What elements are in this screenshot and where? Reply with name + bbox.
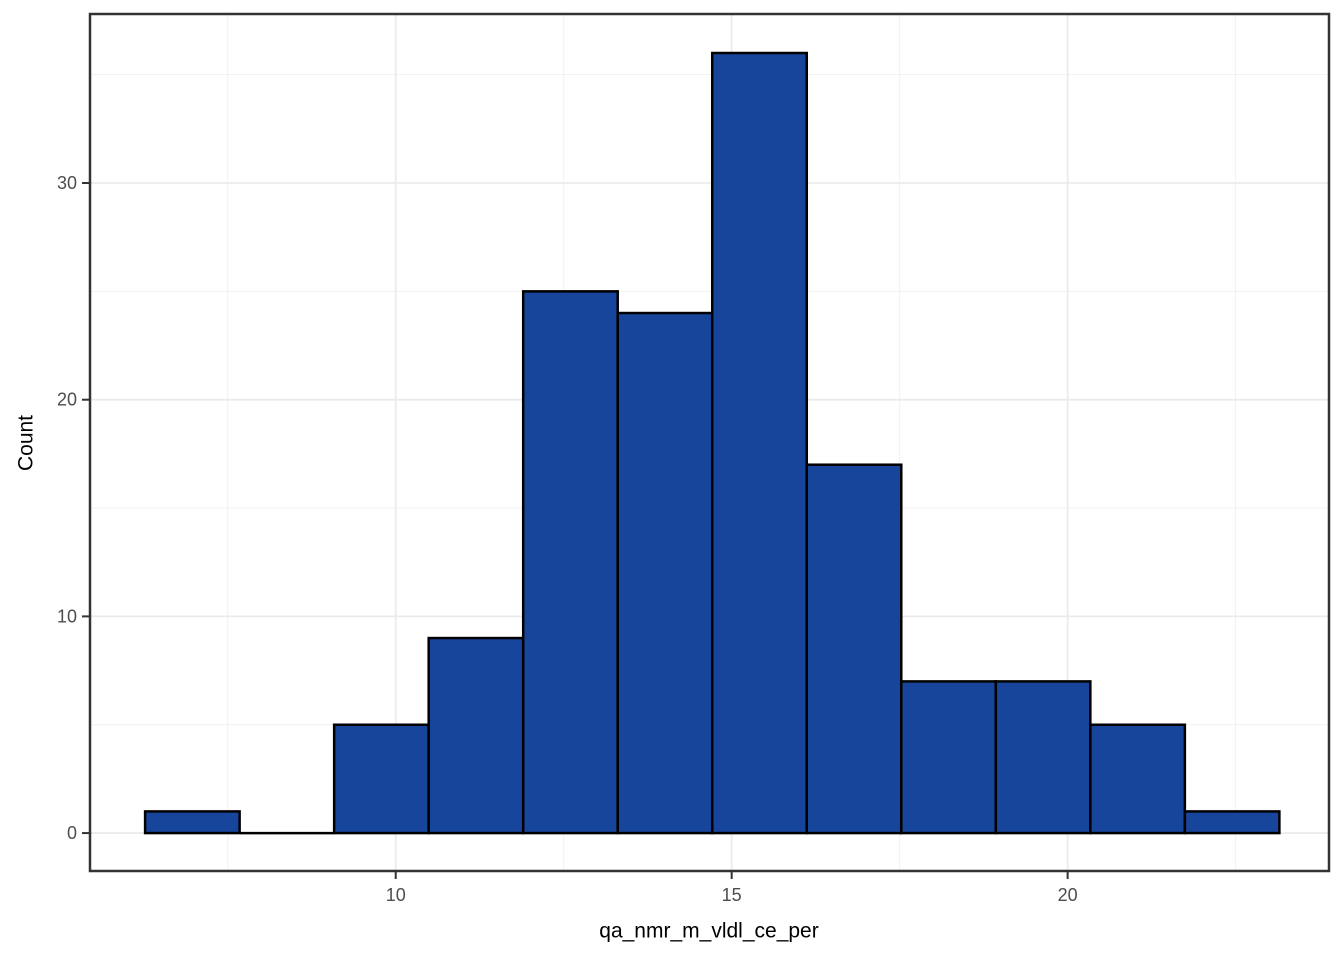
histogram-bar xyxy=(143,810,241,835)
histogram-bar xyxy=(427,636,525,835)
y-tick-label: 10 xyxy=(57,606,77,626)
histogram-bar xyxy=(994,680,1092,835)
histogram-bar xyxy=(805,463,903,835)
y-axis-title: Count xyxy=(14,414,38,472)
histogram-bar xyxy=(710,51,809,835)
panel-border xyxy=(88,12,1331,873)
x-axis-title: qa_nmr_m_vldl_ce_per xyxy=(599,919,819,943)
x-tick-label: 15 xyxy=(722,885,742,905)
x-tick-label: 20 xyxy=(1058,885,1078,905)
histogram-bar xyxy=(900,680,998,835)
y-tick-label: 30 xyxy=(57,173,77,193)
histogram-bar xyxy=(521,290,619,835)
y-tick-label: 0 xyxy=(67,823,77,843)
histogram-bar xyxy=(332,723,430,835)
histogram-bar xyxy=(616,311,714,835)
histogram-bar xyxy=(1089,723,1187,835)
y-tick-label: 20 xyxy=(57,390,77,410)
x-tick-label: 10 xyxy=(386,885,406,905)
histogram-bar xyxy=(1183,810,1281,835)
